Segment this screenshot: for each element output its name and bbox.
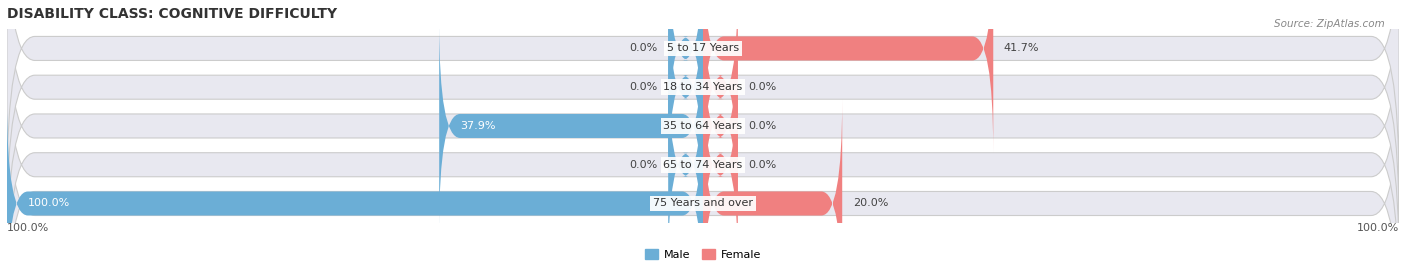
FancyBboxPatch shape bbox=[703, 0, 993, 153]
FancyBboxPatch shape bbox=[7, 0, 1399, 269]
Text: 0.0%: 0.0% bbox=[630, 160, 658, 170]
Text: 35 to 64 Years: 35 to 64 Years bbox=[664, 121, 742, 131]
Text: Source: ZipAtlas.com: Source: ZipAtlas.com bbox=[1274, 19, 1385, 29]
Text: 75 Years and over: 75 Years and over bbox=[652, 198, 754, 208]
Text: 0.0%: 0.0% bbox=[630, 43, 658, 53]
FancyBboxPatch shape bbox=[668, 0, 703, 153]
Text: 100.0%: 100.0% bbox=[7, 223, 49, 233]
Text: 0.0%: 0.0% bbox=[748, 121, 776, 131]
Text: 100.0%: 100.0% bbox=[28, 198, 70, 208]
Text: 37.9%: 37.9% bbox=[460, 121, 495, 131]
FancyBboxPatch shape bbox=[703, 60, 738, 269]
Text: 0.0%: 0.0% bbox=[630, 82, 658, 92]
Text: DISABILITY CLASS: COGNITIVE DIFFICULTY: DISABILITY CLASS: COGNITIVE DIFFICULTY bbox=[7, 7, 337, 21]
Text: 0.0%: 0.0% bbox=[748, 160, 776, 170]
Text: 65 to 74 Years: 65 to 74 Years bbox=[664, 160, 742, 170]
FancyBboxPatch shape bbox=[703, 22, 738, 230]
Text: 5 to 17 Years: 5 to 17 Years bbox=[666, 43, 740, 53]
FancyBboxPatch shape bbox=[439, 22, 703, 230]
FancyBboxPatch shape bbox=[7, 60, 1399, 270]
Text: 41.7%: 41.7% bbox=[1004, 43, 1039, 53]
FancyBboxPatch shape bbox=[7, 99, 703, 270]
Legend: Male, Female: Male, Female bbox=[645, 249, 761, 260]
FancyBboxPatch shape bbox=[7, 0, 1399, 191]
FancyBboxPatch shape bbox=[703, 99, 842, 270]
FancyBboxPatch shape bbox=[668, 60, 703, 269]
FancyBboxPatch shape bbox=[7, 22, 1399, 270]
FancyBboxPatch shape bbox=[703, 0, 738, 191]
Text: 100.0%: 100.0% bbox=[1357, 223, 1399, 233]
Text: 0.0%: 0.0% bbox=[748, 82, 776, 92]
FancyBboxPatch shape bbox=[668, 0, 703, 191]
Text: 20.0%: 20.0% bbox=[852, 198, 889, 208]
Text: 18 to 34 Years: 18 to 34 Years bbox=[664, 82, 742, 92]
FancyBboxPatch shape bbox=[7, 0, 1399, 230]
